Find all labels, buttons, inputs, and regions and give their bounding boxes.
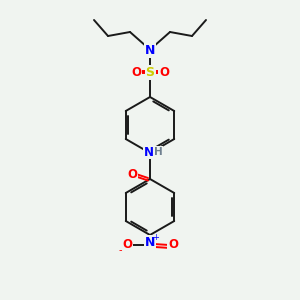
- Text: N: N: [145, 236, 155, 248]
- Text: O: O: [127, 169, 137, 182]
- Text: S: S: [146, 65, 154, 79]
- Text: N: N: [144, 146, 154, 158]
- Text: O: O: [131, 65, 141, 79]
- Text: N: N: [145, 44, 155, 56]
- Text: O: O: [122, 238, 132, 251]
- Text: -: -: [118, 245, 122, 255]
- Text: H: H: [154, 147, 162, 157]
- Text: O: O: [159, 65, 169, 79]
- Text: O: O: [168, 238, 178, 251]
- Text: +: +: [153, 232, 159, 242]
